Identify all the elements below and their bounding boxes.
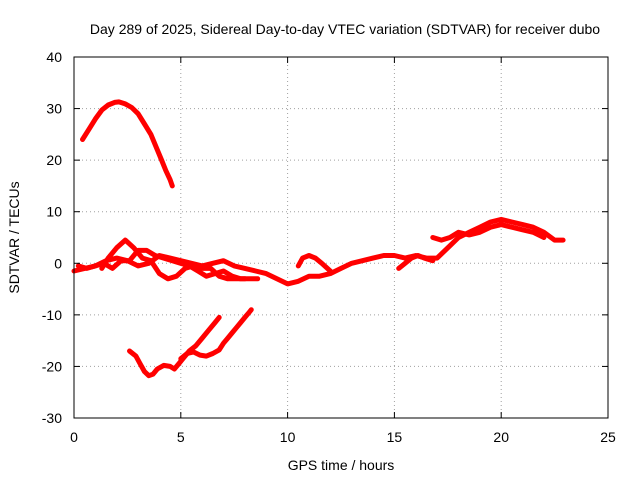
plot-frame bbox=[73, 56, 609, 419]
x-tick-label: 20 bbox=[493, 429, 509, 445]
x-axis-label: GPS time / hours bbox=[288, 457, 395, 473]
series-track-3 bbox=[99, 237, 248, 282]
y-tick-label: 30 bbox=[46, 101, 62, 117]
y-tick-label: -20 bbox=[42, 358, 62, 374]
y-axis-label: SDTVAR / TECUs bbox=[6, 181, 22, 293]
series-arc-high bbox=[80, 99, 175, 189]
x-tick-label: 10 bbox=[280, 429, 296, 445]
chart-title: Day 289 of 2025, Sidereal Day-to-day VTE… bbox=[90, 21, 600, 37]
series-track-6 bbox=[430, 222, 547, 243]
y-tick-label: 10 bbox=[46, 204, 62, 220]
series-track-2 bbox=[75, 247, 261, 282]
series-arc-low-1 bbox=[127, 314, 222, 379]
x-tick-label: 0 bbox=[70, 429, 78, 445]
x-tick-label: 15 bbox=[387, 429, 403, 445]
y-tick-label: 0 bbox=[54, 255, 62, 271]
data-series bbox=[71, 99, 566, 379]
series-arc-low-2 bbox=[178, 307, 254, 362]
y-tick-label: 20 bbox=[46, 152, 62, 168]
y-tick-label: -10 bbox=[42, 307, 62, 323]
series-track-5 bbox=[396, 253, 436, 271]
series-track-4 bbox=[295, 253, 333, 274]
y-tick-label: 40 bbox=[46, 49, 62, 65]
y-tick-label: -30 bbox=[42, 410, 62, 426]
grid-lines bbox=[74, 57, 608, 418]
x-tick-label: 5 bbox=[177, 429, 185, 445]
axis-ticks: 0 5 10 15 20 25 -30 -20 -10 0 10 20 30 40 bbox=[42, 49, 616, 445]
x-tick-label: 25 bbox=[600, 429, 616, 445]
